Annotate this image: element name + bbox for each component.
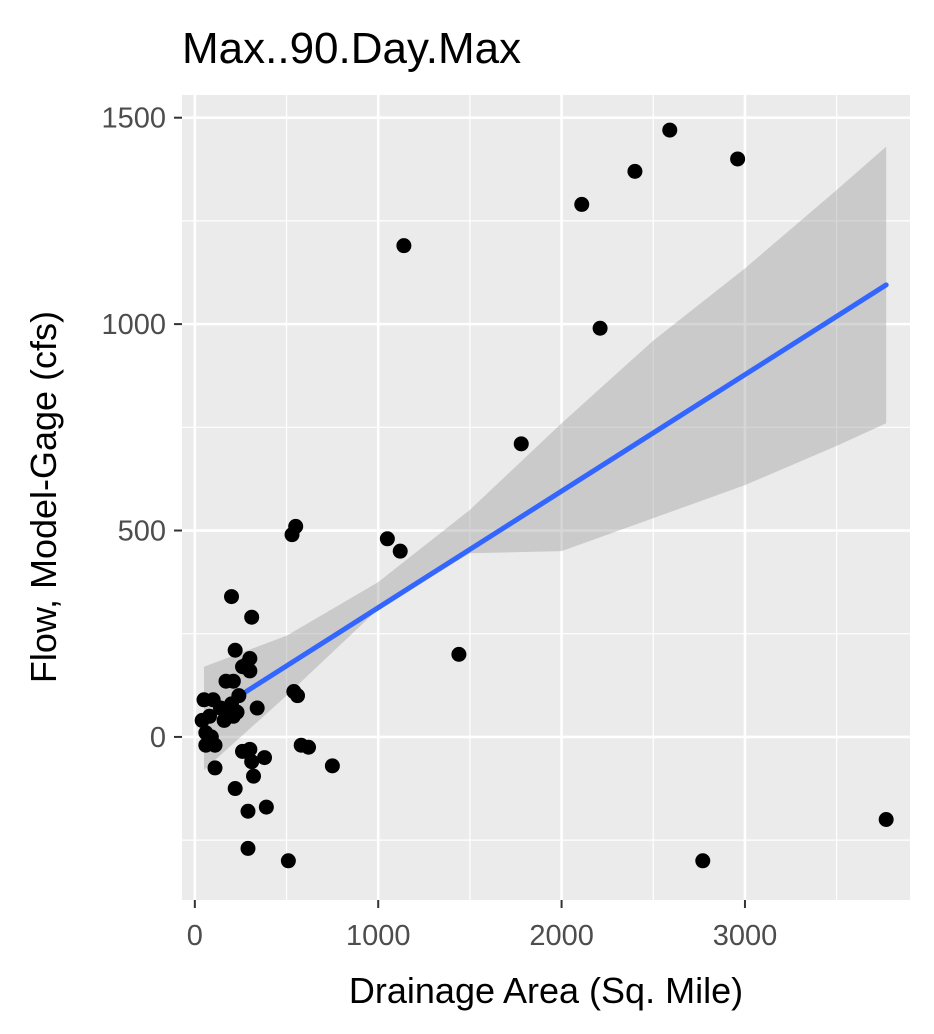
data-point [301, 739, 317, 755]
data-point [257, 750, 273, 766]
data-point [240, 803, 256, 819]
data-point [227, 642, 243, 658]
data-point [249, 700, 265, 716]
data-point [324, 758, 340, 774]
x-axis-label: Drainage Area (Sq. Mile) [349, 970, 743, 1011]
data-point [284, 527, 300, 543]
y-tick-label: 1500 [101, 103, 166, 135]
data-point [207, 737, 223, 753]
data-point [242, 663, 258, 679]
data-point [730, 151, 746, 167]
grid-minor [182, 95, 910, 900]
data-point [627, 163, 643, 179]
data-point [379, 531, 395, 547]
data-point [396, 238, 412, 254]
data-point [662, 122, 678, 138]
data-point [695, 853, 711, 869]
confidence-band [204, 146, 887, 770]
data-point [224, 589, 240, 605]
data-point [244, 609, 260, 625]
data-point [392, 543, 408, 559]
trend-line [201, 282, 889, 721]
data-point [574, 196, 590, 212]
data-point [280, 853, 296, 869]
data-point [235, 743, 251, 759]
y-tick-label: 0 [150, 722, 166, 754]
data-point [258, 799, 274, 815]
x-tick-label: 2000 [529, 920, 594, 952]
data-point [451, 646, 467, 662]
x-tick-label: 1000 [346, 920, 411, 952]
data-point [227, 781, 243, 797]
data-point [246, 768, 262, 784]
y-axis-label: Flow, Model-Gage (cfs) [23, 311, 64, 683]
grid-major [182, 95, 910, 900]
y-axis-ticks: 0 500 1000 1500 [101, 103, 182, 754]
data-points [194, 122, 894, 869]
x-tick-label: 3000 [713, 920, 778, 952]
data-point [244, 754, 260, 770]
data-point [592, 320, 608, 336]
data-point [290, 688, 306, 704]
y-tick-label: 1000 [101, 309, 166, 341]
x-axis-ticks: 0 1000 2000 3000 [187, 900, 777, 952]
data-point [240, 840, 256, 856]
data-point [207, 760, 223, 776]
y-tick-label: 500 [118, 516, 166, 548]
data-point [513, 436, 529, 452]
chart-title: Max..90.Day.Max [182, 24, 521, 73]
data-point [194, 712, 210, 728]
data-point [878, 812, 894, 827]
data-point [216, 712, 232, 728]
data-point [225, 673, 241, 689]
x-tick-label: 0 [187, 920, 203, 952]
plot-panel [182, 95, 910, 900]
